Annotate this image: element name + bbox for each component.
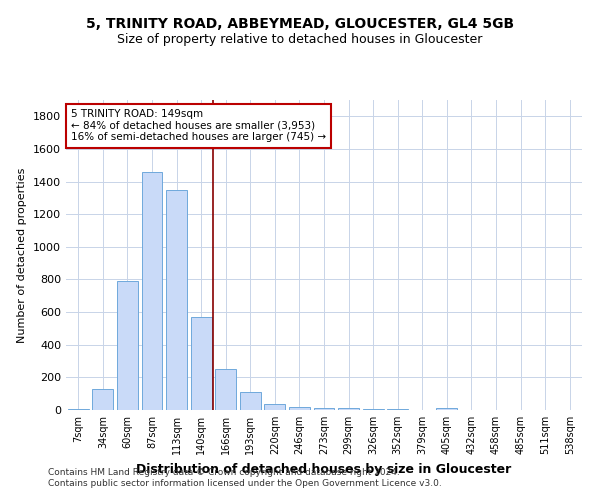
Text: 5 TRINITY ROAD: 149sqm
← 84% of detached houses are smaller (3,953)
16% of semi-: 5 TRINITY ROAD: 149sqm ← 84% of detached…: [71, 110, 326, 142]
Bar: [338, 408, 359, 410]
Bar: [314, 408, 334, 410]
Bar: [117, 281, 138, 410]
Bar: [191, 317, 212, 410]
Text: Contains HM Land Registry data © Crown copyright and database right 2024.
Contai: Contains HM Land Registry data © Crown c…: [48, 468, 442, 487]
Bar: [289, 406, 310, 410]
X-axis label: Distribution of detached houses by size in Gloucester: Distribution of detached houses by size …: [136, 462, 512, 475]
Bar: [436, 408, 457, 410]
Bar: [92, 389, 113, 410]
Bar: [265, 404, 286, 410]
Bar: [362, 409, 383, 410]
Y-axis label: Number of detached properties: Number of detached properties: [17, 168, 28, 342]
Bar: [68, 409, 89, 410]
Text: 5, TRINITY ROAD, ABBEYMEAD, GLOUCESTER, GL4 5GB: 5, TRINITY ROAD, ABBEYMEAD, GLOUCESTER, …: [86, 18, 514, 32]
Bar: [215, 369, 236, 410]
Bar: [142, 172, 163, 410]
Bar: [240, 392, 261, 410]
Bar: [387, 409, 408, 410]
Bar: [166, 190, 187, 410]
Text: Size of property relative to detached houses in Gloucester: Size of property relative to detached ho…: [118, 32, 482, 46]
